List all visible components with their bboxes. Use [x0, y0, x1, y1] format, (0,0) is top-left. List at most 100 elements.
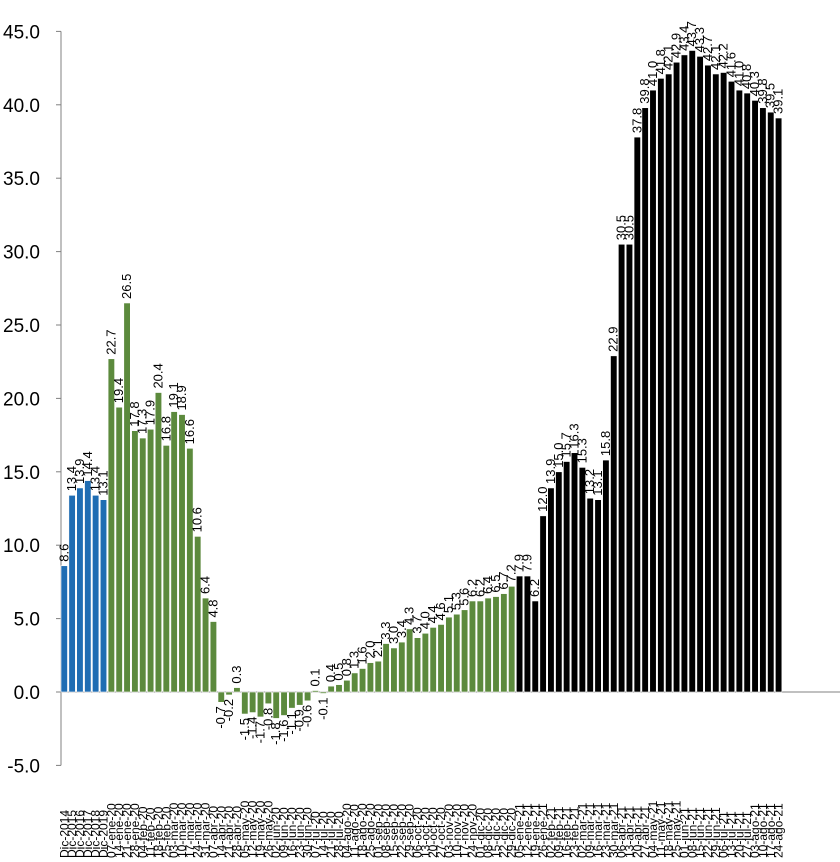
- bar: [217, 691, 225, 703]
- data-label: 4.8: [205, 599, 220, 617]
- data-label: 43.4: [676, 26, 691, 51]
- y-tick-label: 40.0: [3, 96, 40, 117]
- x-tick-label: 11-ago-20: [348, 804, 362, 858]
- data-label: 41.8: [653, 49, 668, 74]
- x-tick-label: 02-mar-21: [575, 802, 589, 858]
- data-label: -0.6: [300, 705, 315, 727]
- x-tick-label: 15-dic-20: [489, 808, 503, 858]
- bar: [382, 643, 390, 693]
- bar: [476, 600, 484, 693]
- x-tick-label: 13-oct-20: [418, 807, 432, 858]
- data-label: 16.3: [567, 423, 582, 448]
- x-tick-label: 08-dic-20: [481, 808, 495, 858]
- bar: [68, 494, 76, 693]
- bar: [618, 243, 626, 693]
- bar: [351, 672, 359, 693]
- y-tick-label: 15.0: [3, 463, 40, 484]
- x-tick-label: 11-feb-20: [144, 807, 158, 858]
- bar: [311, 690, 320, 693]
- x-tick-label: 13-abr-21: [622, 806, 636, 858]
- data-label: 42.7: [700, 36, 715, 61]
- data-label: 7.2: [504, 564, 519, 582]
- data-label: 5.1: [441, 595, 456, 613]
- x-tick-label: 27-abr-21: [638, 806, 652, 858]
- y-tick-label: 25.0: [3, 316, 40, 337]
- data-label: -1.8: [268, 722, 283, 744]
- data-label: 3.3: [378, 621, 393, 639]
- y-tick-label: -5.0: [7, 756, 40, 777]
- x-tick-label: 27-jul-21: [740, 811, 754, 858]
- x-tick-label: 02-feb-21: [544, 806, 558, 858]
- bar: [225, 691, 233, 696]
- x-tick-label: 03-mar-20: [167, 802, 181, 858]
- x-tick-label: 01-dic-20: [473, 808, 487, 858]
- x-tick-label: 15-jun-21: [693, 807, 707, 858]
- data-label: -0.9: [292, 709, 307, 731]
- x-tick-label: 17-nov-20: [458, 804, 472, 858]
- data-label: -1.7: [253, 721, 268, 743]
- data-label: 42.1: [661, 45, 676, 70]
- x-tick-label: 28-ene-20: [128, 803, 142, 858]
- x-tick-label: 27-oct-20: [434, 807, 448, 858]
- data-label: 0.4: [323, 664, 338, 682]
- x-tick-label: Dic-2017: [81, 810, 95, 858]
- data-label: 39.5: [763, 83, 778, 108]
- bar: [437, 624, 445, 693]
- x-tick-label: 29-jun-21: [709, 807, 723, 858]
- bar: [515, 575, 524, 693]
- data-label: 43.7: [684, 21, 699, 46]
- bar: [233, 687, 241, 693]
- x-tick-label: 20-oct-20: [426, 807, 440, 858]
- bar: [461, 609, 469, 693]
- bar: [264, 691, 272, 705]
- x-tick-label: 13-jul-21: [725, 811, 739, 858]
- x-tick-label: 04-may-21: [646, 800, 660, 858]
- bar: [343, 679, 351, 693]
- bar: [539, 515, 547, 693]
- data-label: 15.3: [574, 438, 589, 463]
- x-tick-label: 22-dic-20: [497, 808, 511, 858]
- data-label: 39.8: [755, 78, 770, 103]
- x-tick-label: 06-oct-20: [411, 807, 425, 858]
- data-label: -1.6: [276, 719, 291, 741]
- x-tick-label: 21-jul-20: [324, 811, 338, 858]
- data-label: 41.6: [724, 52, 739, 77]
- data-label: 22.9: [606, 327, 621, 352]
- data-label: 1.6: [355, 646, 370, 664]
- data-label: 15.8: [598, 431, 613, 456]
- bars-group: [60, 50, 783, 719]
- x-tick-label: 19-may-20: [254, 800, 268, 858]
- data-label: 5.6: [457, 588, 472, 606]
- x-tick-label: 18-ago-20: [356, 803, 370, 858]
- y-tick-label: 10.0: [3, 536, 40, 557]
- data-label: 6.7: [496, 572, 511, 590]
- bar: [594, 499, 602, 693]
- bar: [390, 647, 398, 693]
- data-label: 18.9: [174, 385, 189, 410]
- bar: [374, 660, 382, 693]
- data-label: 13.9: [72, 459, 87, 484]
- x-tick-label: 23-mar-21: [599, 802, 613, 858]
- x-tick-label: 28-jul-20: [332, 811, 346, 858]
- bar: [610, 355, 618, 693]
- bar: [398, 641, 406, 693]
- x-tick-label: 06-abr-21: [615, 806, 629, 858]
- data-label: -1.5: [237, 718, 252, 740]
- bar: [162, 445, 170, 693]
- bar: [256, 691, 265, 718]
- bar: [570, 452, 579, 693]
- bar: [170, 411, 178, 693]
- bar: [453, 613, 461, 693]
- data-label: 42.2: [716, 43, 731, 68]
- data-label: 42.9: [669, 33, 684, 58]
- x-tick-label: 01-jun-21: [677, 807, 691, 858]
- x-tick-label: 25-feb-20: [159, 806, 173, 858]
- data-label: 30.5: [621, 215, 636, 240]
- bar: [586, 497, 594, 693]
- data-label: -0.2: [221, 699, 236, 721]
- bar: [555, 471, 563, 693]
- data-label: 43.3: [692, 27, 707, 52]
- bar: [563, 461, 571, 693]
- data-label: 41.0: [731, 61, 746, 86]
